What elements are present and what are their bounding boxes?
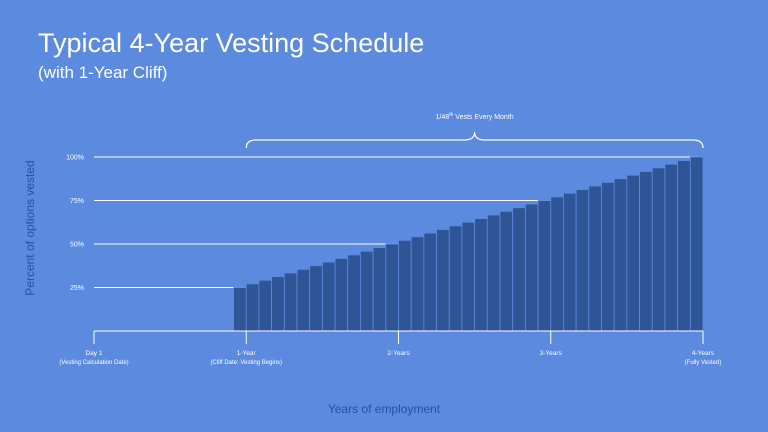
annotation-brace xyxy=(245,131,704,149)
bar-month-44 xyxy=(639,171,653,332)
bar-month-22 xyxy=(360,250,374,332)
bar-month-24 xyxy=(385,243,399,332)
bar-month-23 xyxy=(372,247,387,332)
x-tick-label-12: 1-Year xyxy=(237,350,257,357)
bar-month-25 xyxy=(398,239,412,332)
bar-month-35 xyxy=(524,203,539,332)
bar-month-32 xyxy=(486,214,501,332)
annotation-rest: Vests Every Month xyxy=(453,114,513,121)
bar-month-41 xyxy=(601,181,615,332)
bar-month-12 xyxy=(233,287,247,332)
bar-month-47 xyxy=(677,160,691,332)
x-tick-label-24: 2-Years xyxy=(387,350,410,357)
bar-month-19 xyxy=(321,261,336,332)
bar-month-30 xyxy=(461,221,476,332)
bar-month-14 xyxy=(258,279,273,332)
bar-month-48 xyxy=(689,156,704,332)
x-tick-label-0: Day 1 xyxy=(86,350,103,357)
chart-subtitle: (with 1-Year Cliff) xyxy=(38,63,168,82)
bar-month-42 xyxy=(613,178,628,332)
bar-month-15 xyxy=(271,276,285,332)
bar-month-40 xyxy=(588,185,602,332)
bar-month-33 xyxy=(499,210,514,332)
bar-month-39 xyxy=(575,189,590,332)
axis-layer: 25% 50% 75% 100% Day 1 (Vesting Calculation D… xyxy=(59,155,721,367)
annotation-sup: th xyxy=(449,112,453,118)
x-tick-sublabel-12: (Cliff Date: Vesting Begins) xyxy=(210,360,282,366)
bar-month-45 xyxy=(651,167,666,332)
bar-month-36 xyxy=(537,200,552,332)
x-axis-title: Years of employment xyxy=(327,402,441,416)
x-tick-label-48: 4-Years xyxy=(692,350,715,357)
bar-month-17 xyxy=(296,268,311,332)
bar-month-27 xyxy=(423,232,437,332)
annotation: 1/48th Vests Every Month xyxy=(245,112,704,149)
annotation-label: 1/48th Vests Every Month xyxy=(436,112,514,121)
x-tick-sublabel-48: (Fully Vested) xyxy=(685,360,722,366)
bar-month-18 xyxy=(309,265,323,332)
chart-title: Typical 4-Year Vesting Schedule xyxy=(38,28,425,58)
x-tick-sublabel-0: (Vesting Calculation Date) xyxy=(59,360,128,366)
bar-month-29 xyxy=(448,225,463,332)
y-tick-label-75: 75% xyxy=(70,198,84,205)
bar-month-43 xyxy=(626,174,640,332)
annotation-main: 1/48 xyxy=(436,114,450,121)
bar-month-13 xyxy=(245,283,260,332)
bar-month-21 xyxy=(347,254,361,332)
bars-layer xyxy=(233,156,704,332)
y-tick-label-50: 50% xyxy=(70,242,84,249)
y-tick-label-25: 25% xyxy=(70,285,84,292)
bar-month-31 xyxy=(474,218,488,332)
bar-month-34 xyxy=(512,207,526,332)
y-tick-label-100: 100% xyxy=(66,155,84,162)
bar-month-37 xyxy=(550,196,564,332)
bar-month-16 xyxy=(283,272,298,332)
x-tick-label-36: 3-Years xyxy=(540,350,563,357)
bar-month-46 xyxy=(664,163,679,332)
bar-month-28 xyxy=(436,229,450,332)
bar-month-20 xyxy=(334,258,349,332)
bar-month-26 xyxy=(410,236,425,332)
bar-month-38 xyxy=(563,192,577,332)
